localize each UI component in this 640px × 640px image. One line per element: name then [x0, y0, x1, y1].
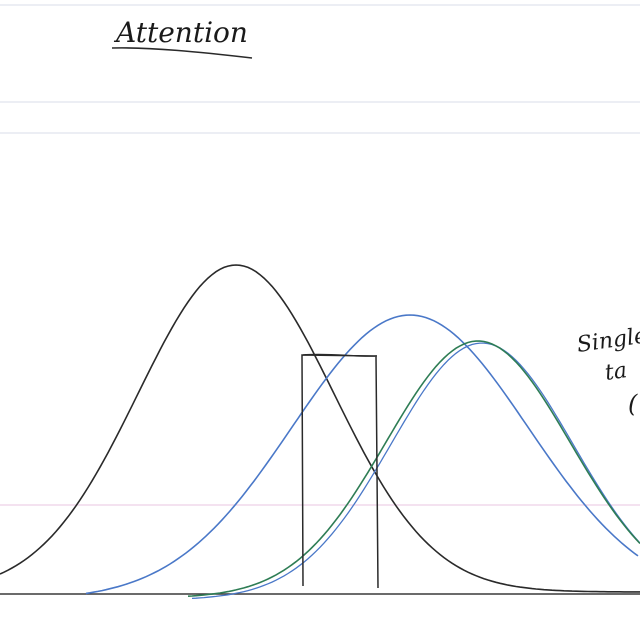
side-note: Single ta (	[575, 323, 640, 418]
side-note-line-3: (	[628, 390, 638, 418]
green-distribution-curve	[187, 340, 640, 597]
green-curve-blue-stroke	[191, 342, 640, 600]
side-note-line-1: Single	[575, 323, 640, 358]
blue-distribution-curve	[85, 314, 639, 595]
title-underline	[111, 47, 253, 59]
attention-window-rectangle	[301, 353, 379, 589]
page-title: Attention	[113, 16, 248, 49]
ruled-lines	[0, 4, 640, 506]
black-distribution-curve	[0, 264, 640, 593]
side-note-line-2: ta	[603, 358, 628, 386]
